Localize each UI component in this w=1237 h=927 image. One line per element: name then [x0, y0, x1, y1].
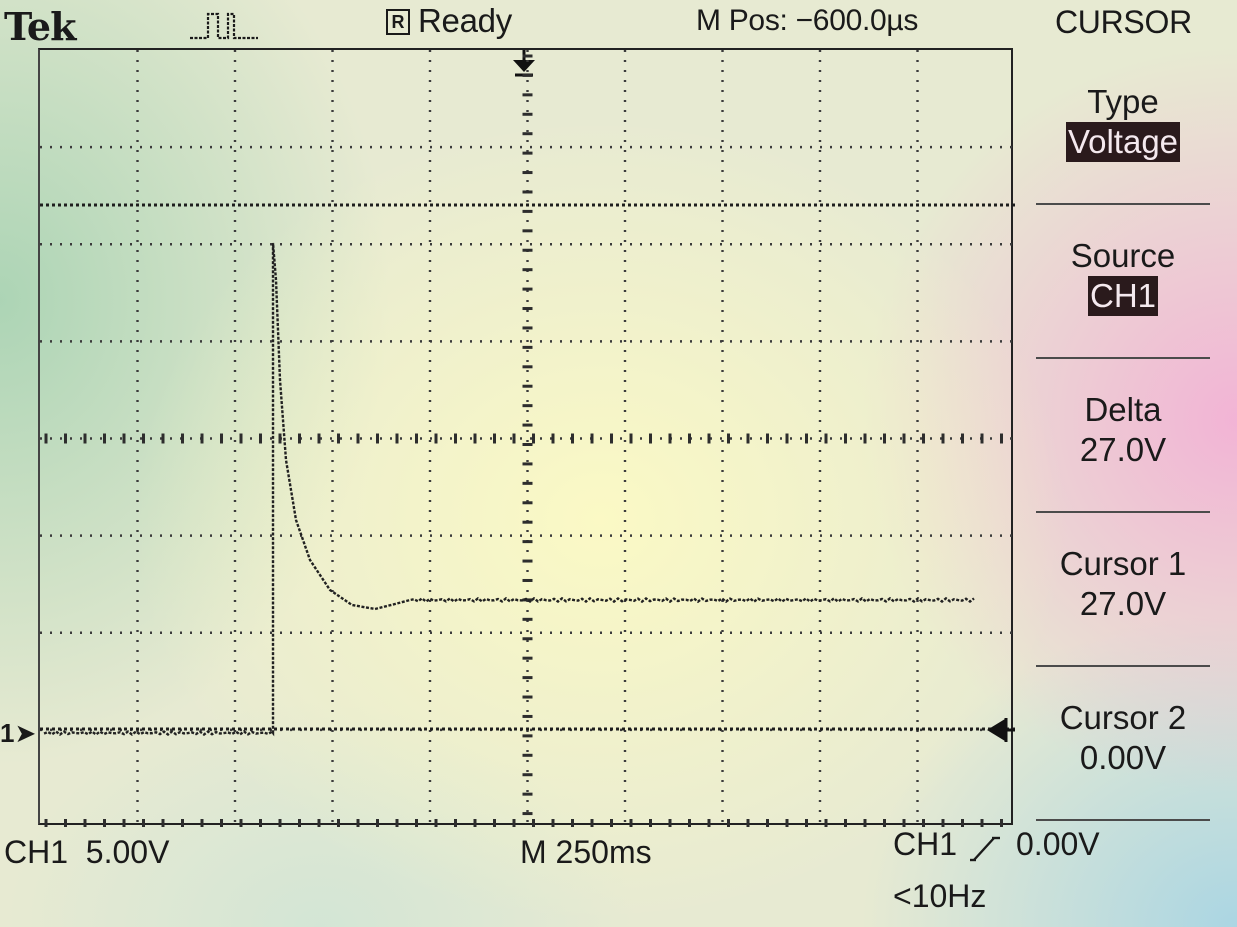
menu-item-cursor2-label: Cursor 2 [1059, 699, 1187, 736]
ch1-ground-marker: 1➤ [0, 718, 36, 749]
menu-title: CURSOR [1055, 4, 1192, 40]
horizontal-position: M Pos: −600.0µs [696, 4, 919, 37]
trigger-pulse-icon [190, 12, 258, 40]
graticule [40, 50, 1015, 827]
trigger-source: CH1 [893, 826, 958, 862]
ch1-marker-label: 1 [0, 718, 15, 748]
menu-divider [1036, 511, 1210, 513]
menu-item-cursor2[interactable]: Cursor 2 0.00V [1036, 698, 1210, 778]
menu-item-source-label: Source [1070, 237, 1176, 274]
menu-item-cursor1-value: 27.0V [1079, 585, 1167, 622]
menu-item-source-value: CH1 [1087, 276, 1159, 316]
brand-logo: Tek [4, 4, 76, 49]
menu-item-type-label: Type [1087, 83, 1159, 120]
menu-item-delta-label: Delta [1084, 391, 1162, 428]
trigger-frequency: <10Hz [893, 878, 987, 914]
run-status-icon: R [386, 9, 410, 35]
menu-divider [1036, 819, 1210, 821]
rising-edge-icon [970, 836, 1000, 862]
menu-item-cursor1-label: Cursor 1 [1059, 545, 1187, 582]
menu-item-type-value: Voltage [1065, 122, 1181, 162]
trigger-level-icon [987, 718, 1015, 742]
menu-item-type[interactable]: Type Voltage [1036, 82, 1210, 162]
menu-item-delta-value: 27.0V [1079, 431, 1167, 468]
trigger-level: 0.00V [1016, 826, 1100, 862]
waveform-display [38, 48, 1015, 827]
ch1-volts-per-div: CH1 5.00V [4, 834, 170, 870]
menu-divider [1036, 665, 1210, 667]
ch1-trace [43, 242, 975, 737]
menu-item-cursor2-value: 0.00V [1079, 739, 1167, 776]
acquisition-status: Ready [418, 2, 512, 39]
menu-item-cursor1[interactable]: Cursor 1 27.0V [1036, 544, 1210, 624]
menu-divider [1036, 357, 1210, 359]
menu-item-source[interactable]: Source CH1 [1036, 236, 1210, 316]
menu-item-delta[interactable]: Delta 27.0V [1036, 390, 1210, 470]
menu-divider [1036, 203, 1210, 205]
arrow-right-icon: ➤ [14, 718, 37, 748]
timebase-readout: M 250ms [520, 834, 652, 870]
